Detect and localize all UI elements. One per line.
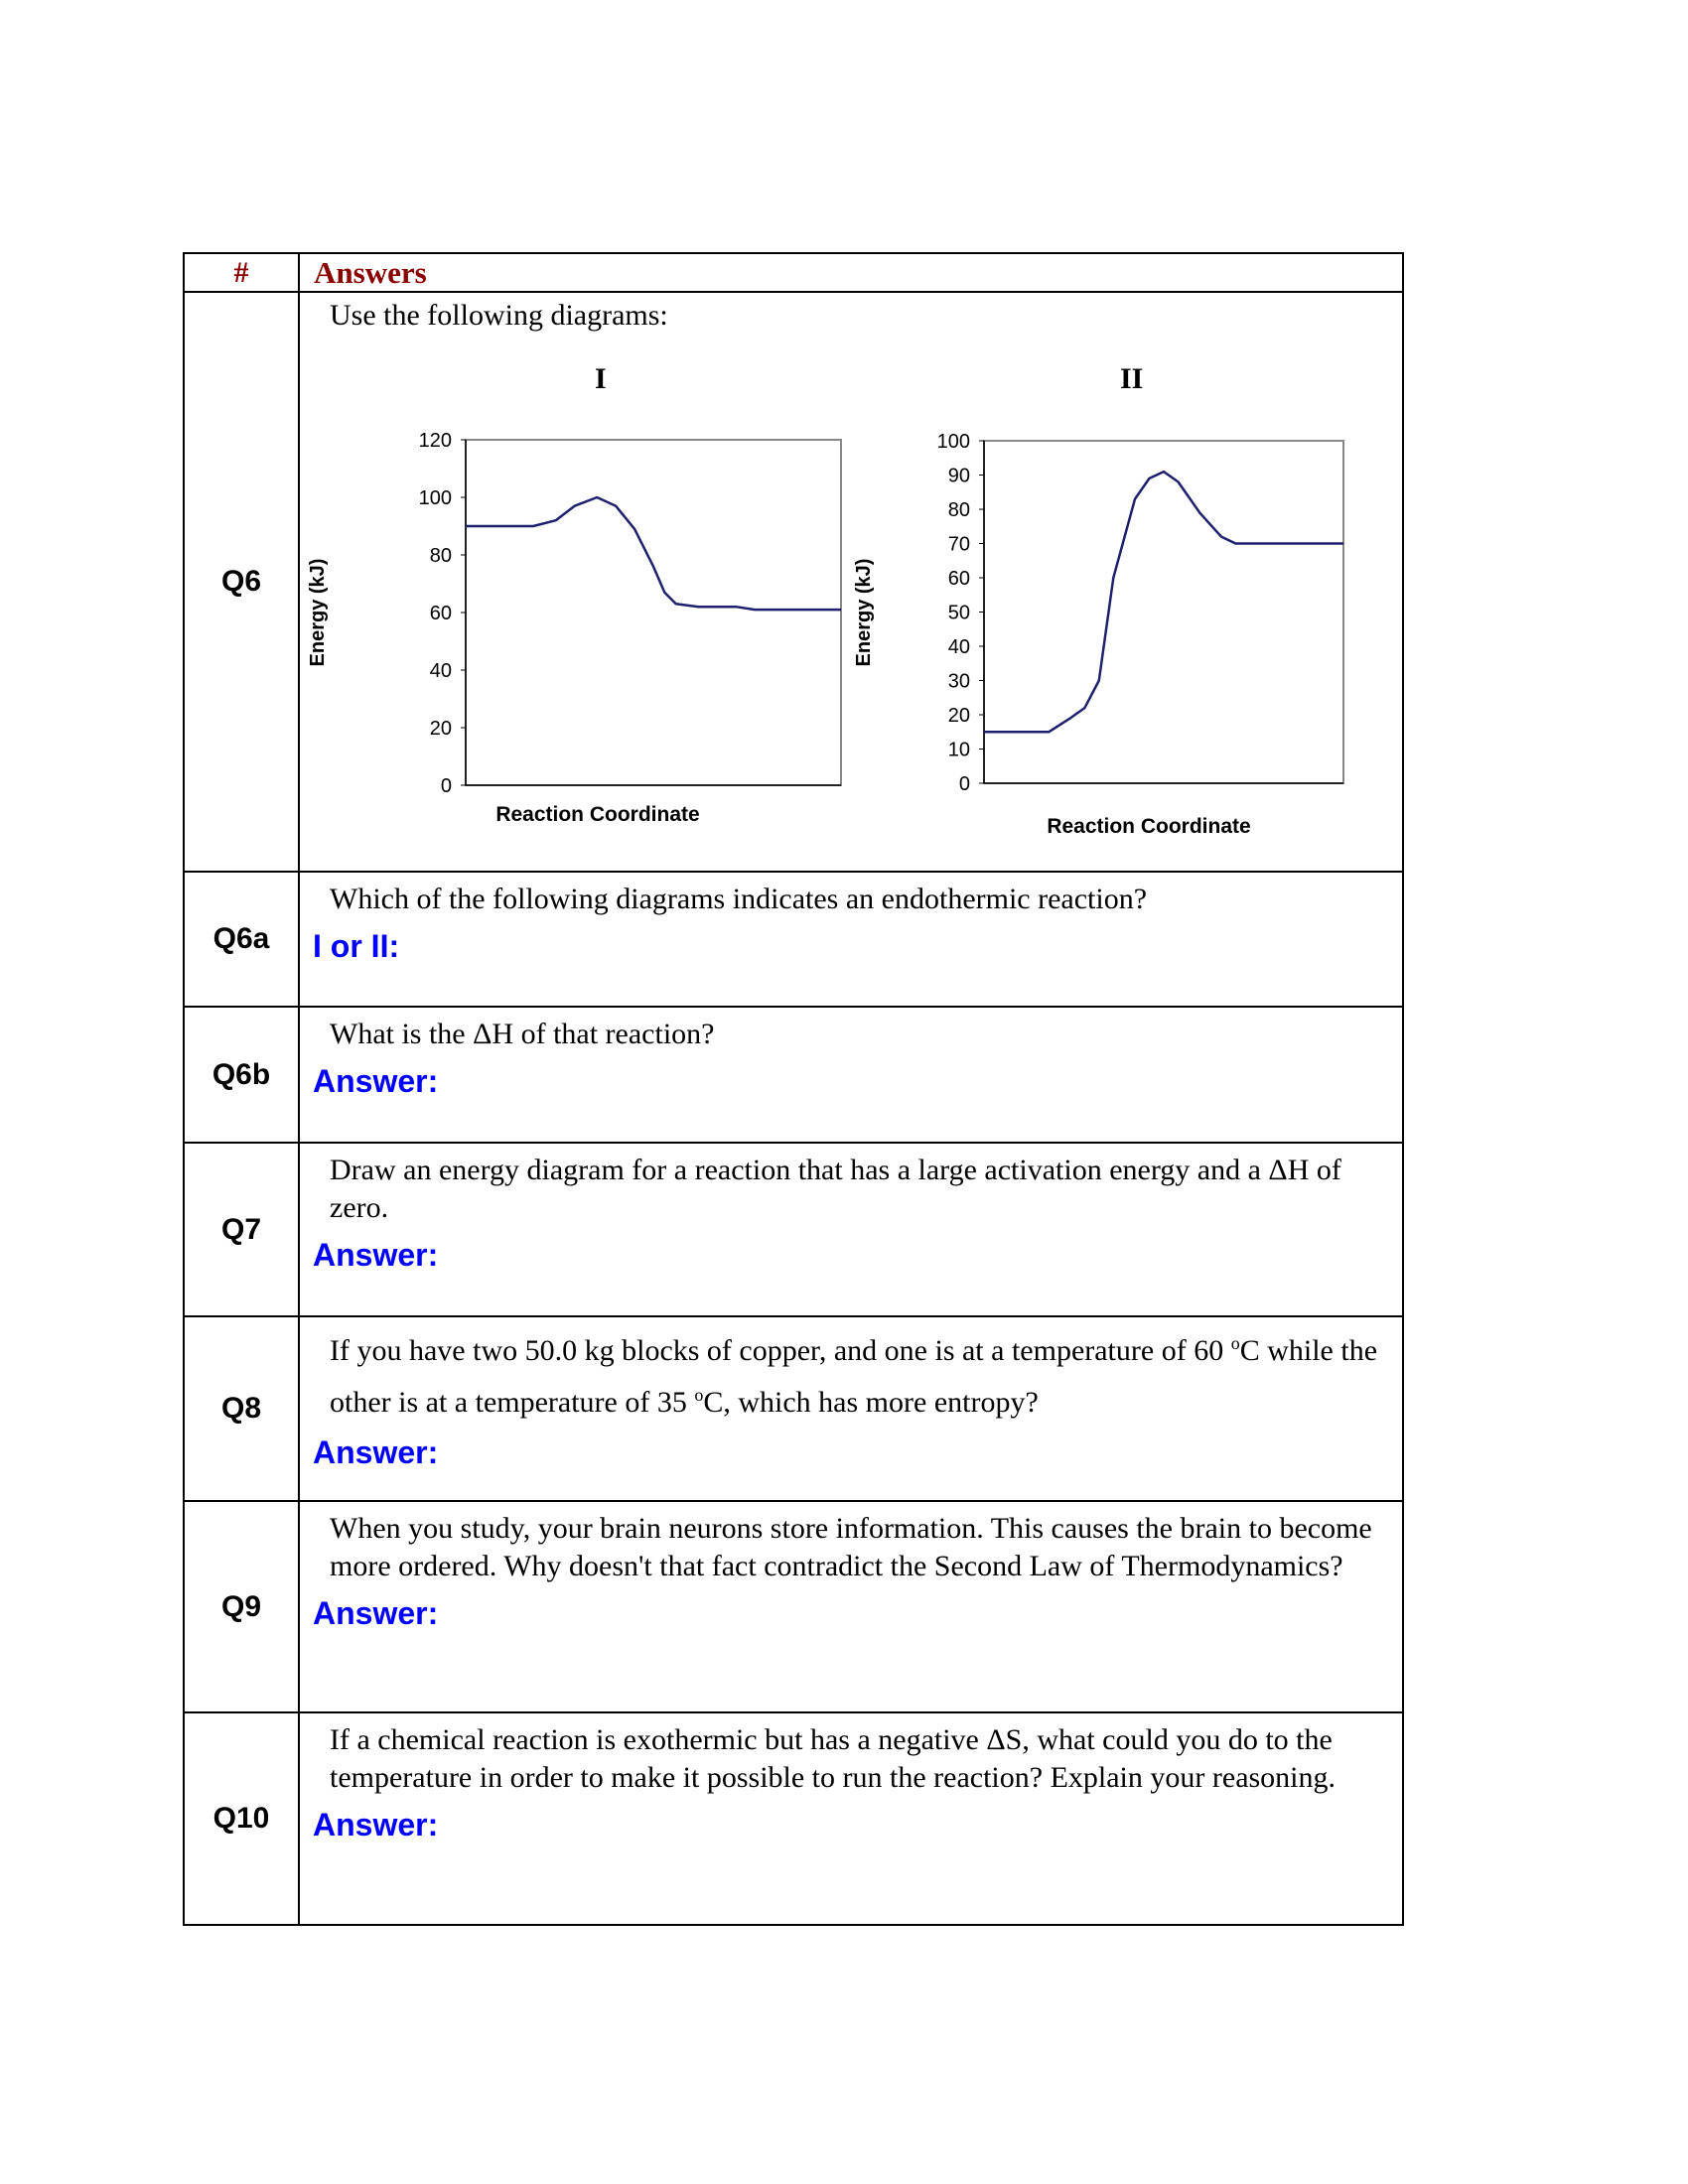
question-cell: Draw an energy diagram for a reaction th…	[298, 1142, 1404, 1317]
y-tick-label: 70	[948, 534, 970, 556]
answers-table: # Answers Q6 Use the following diagrams:…	[183, 252, 1404, 1926]
y-tick-label: 30	[948, 671, 970, 693]
x-axis-label: Reaction Coordinate	[1047, 815, 1250, 838]
y-tick-label: 60	[430, 603, 452, 624]
y-tick-label: 20	[430, 718, 452, 740]
table-row-q6b: Q6b What is the ΔH of that reaction? Ans…	[183, 1006, 1404, 1144]
y-tick-label: 120	[419, 430, 452, 452]
y-tick-label: 60	[948, 568, 970, 590]
question-text: Use the following diagrams:	[330, 299, 668, 332]
table-row-q6a: Q6a Which of the following diagrams indi…	[183, 871, 1404, 1008]
question-cell: When you study, your brain neurons store…	[298, 1500, 1404, 1713]
question-cell: If a chemical reaction is exothermic but…	[298, 1711, 1404, 1926]
question-cell: Use the following diagrams: I II 0 20 40 60…	[298, 291, 1404, 873]
table-row-q9: Q9 When you study, your brain neurons st…	[183, 1500, 1404, 1713]
y-tick-label: 0	[441, 775, 452, 797]
table-row-q6: Q6 Use the following diagrams: I II 0 20 4…	[183, 291, 1404, 873]
chart-title-ii: II	[1120, 362, 1144, 395]
question-text: When you study, your brain neurons store…	[330, 1512, 1372, 1582]
question-text: Draw an energy diagram for a reaction th…	[330, 1154, 1341, 1224]
y-tick-label: 40	[430, 660, 452, 682]
answer-label[interactable]: Answer:	[313, 1063, 439, 1099]
table-row-q7: Q7 Draw an energy diagram for a reaction…	[183, 1142, 1404, 1317]
question-text: What is the ΔH of that reaction?	[330, 1018, 715, 1050]
question-number: Q9	[183, 1500, 300, 1713]
y-tick-label: 50	[948, 603, 970, 624]
y-tick-label: 80	[948, 499, 970, 521]
question-number: Q8	[183, 1315, 300, 1502]
question-text: If a chemical reaction is exothermic but…	[330, 1723, 1336, 1794]
table-header-row: # Answers	[183, 252, 1404, 293]
chart-title-i: I	[595, 362, 607, 395]
question-number: Q7	[183, 1142, 300, 1317]
y-tick-label: 80	[430, 545, 452, 567]
x-axis-label: Reaction Coordinate	[495, 803, 699, 826]
answer-label[interactable]: I or II:	[313, 928, 400, 964]
y-tick-label: 100	[419, 487, 452, 509]
question-number: Q6b	[183, 1006, 300, 1144]
y-tick-label: 20	[948, 705, 970, 727]
y-tick-label: 40	[948, 636, 970, 658]
y-axis-label: Energy (kJ)	[853, 559, 875, 667]
energy-curve	[984, 470, 1343, 734]
question-number: Q6	[183, 291, 300, 873]
y-tick-label: 90	[948, 466, 970, 487]
answer-label[interactable]: Answer:	[313, 1237, 439, 1273]
y-axis-label: Energy (kJ)	[307, 559, 329, 667]
y-tick-label: 10	[948, 740, 970, 761]
answer-label[interactable]: Answer:	[313, 1807, 439, 1843]
table-row-q10: Q10 If a chemical reaction is exothermic…	[183, 1711, 1404, 1926]
question-text: Which of the following diagrams indicate…	[330, 883, 1148, 915]
question-number: Q10	[183, 1711, 300, 1926]
question-number: Q6a	[183, 871, 300, 1008]
question-cell: If you have two 50.0 kg blocks of copper…	[298, 1315, 1404, 1502]
header-number: #	[183, 252, 300, 293]
answer-label[interactable]: Answer:	[313, 1595, 439, 1631]
plot-area	[465, 439, 842, 786]
answer-label[interactable]: Answer:	[313, 1434, 439, 1470]
question-cell: Which of the following diagrams indicate…	[298, 871, 1404, 1008]
question-text: If you have two 50.0 kg blocks of copper…	[330, 1333, 1378, 1419]
energy-curve	[466, 495, 841, 612]
header-answers: Answers	[298, 252, 1404, 293]
table-row-q8: Q8 If you have two 50.0 kg blocks of cop…	[183, 1315, 1404, 1502]
question-cell: What is the ΔH of that reaction? Answer:	[298, 1006, 1404, 1144]
y-tick-label: 0	[959, 773, 970, 795]
y-tick-label: 100	[937, 431, 970, 453]
